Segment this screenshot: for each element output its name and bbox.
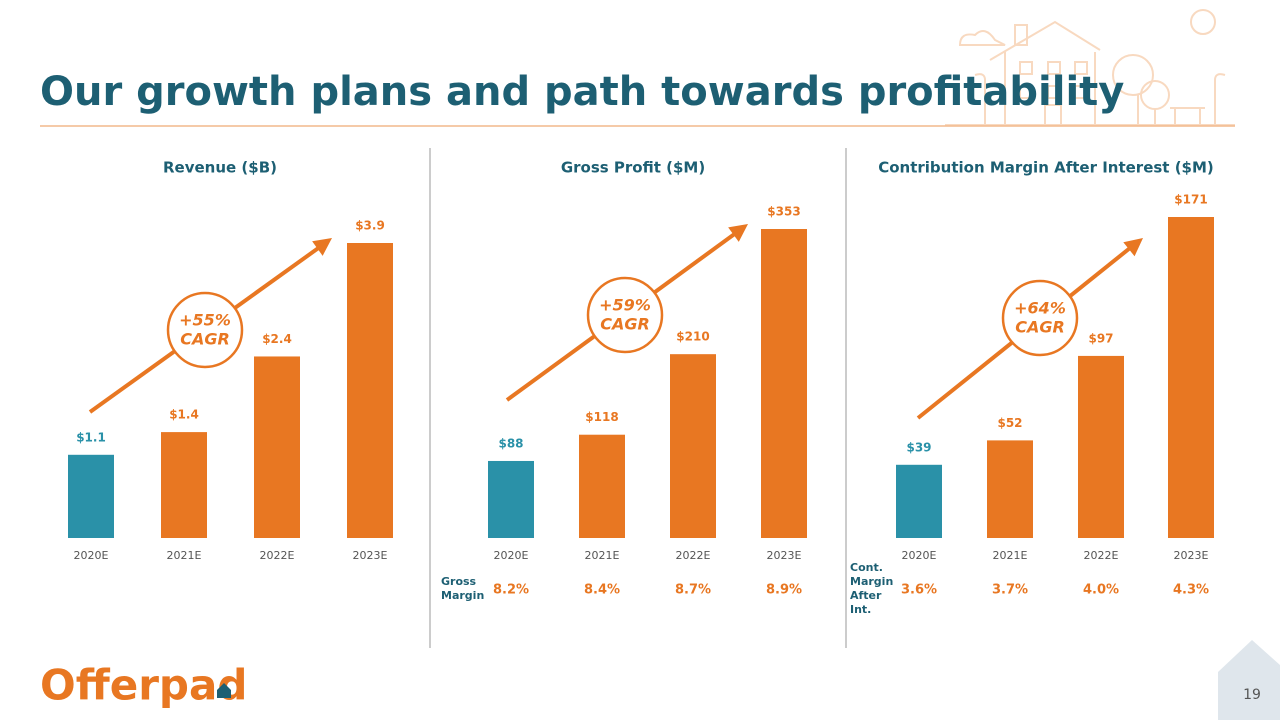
bar (488, 460, 534, 538)
value-label: $88 (498, 436, 523, 450)
value-label: $3.9 (355, 219, 385, 233)
bar (1078, 355, 1124, 538)
slide-title: Our growth plans and path towards profit… (40, 69, 1124, 115)
value-label: $97 (1088, 331, 1113, 345)
cagr-circle (1001, 279, 1079, 357)
chart-title: Revenue ($B) (163, 159, 277, 177)
cagr-circle (166, 291, 244, 369)
x-tick-label: 2021E (585, 549, 620, 562)
x-tick-label: 2023E (353, 549, 388, 562)
cagr-rate: +59% (599, 296, 651, 315)
value-label: $52 (997, 416, 1022, 430)
margin-value: 3.7% (992, 583, 1028, 598)
cagr-label: CAGR (180, 330, 230, 349)
margin-value: 3.6% (901, 583, 937, 598)
cagr-arrowhead (1123, 238, 1143, 257)
x-tick-label: 2022E (1084, 549, 1119, 562)
bar (579, 434, 625, 538)
chart-title: Contribution Margin After Interest ($M) (878, 159, 1214, 177)
logo: Offerpad (40, 661, 247, 710)
margin-value: 4.3% (1173, 583, 1209, 598)
bar (670, 354, 716, 538)
margin-value: 8.9% (766, 583, 802, 598)
x-tick-label: 2023E (1174, 549, 1209, 562)
bar (254, 356, 300, 538)
cagr-label: CAGR (600, 315, 650, 334)
bar (347, 243, 393, 538)
bar (761, 229, 807, 538)
page-number: 19 (1243, 687, 1261, 703)
value-label: $1.4 (169, 408, 199, 422)
margin-value: 4.0% (1083, 583, 1119, 598)
cagr-label: CAGR (1015, 318, 1065, 337)
value-label: $353 (767, 205, 800, 219)
margin-label: Cont. Margin After Int. (850, 561, 894, 616)
bar (896, 464, 942, 538)
cagr-arrowhead (728, 224, 748, 242)
x-tick-label: 2023E (767, 549, 802, 562)
x-tick-label: 2022E (260, 549, 295, 562)
value-label: $2.4 (262, 332, 292, 346)
value-label: $210 (676, 330, 709, 344)
chart-title: Gross Profit ($M) (561, 159, 705, 177)
cagr-arrowhead (312, 238, 332, 256)
value-label: $118 (585, 410, 618, 424)
x-tick-label: 2022E (676, 549, 711, 562)
bar (987, 440, 1033, 538)
margin-label: Gross Margin (441, 575, 485, 602)
cagr-circle (586, 276, 664, 354)
cagr-rate: +64% (1014, 299, 1066, 318)
margin-value: 8.7% (675, 583, 711, 598)
house-illustration (945, 9, 1235, 126)
value-label: $171 (1174, 193, 1207, 207)
cagr-rate: +55% (179, 311, 231, 330)
value-label: $1.1 (76, 430, 106, 444)
x-tick-label: 2021E (993, 549, 1028, 562)
logo-icon (217, 683, 231, 698)
margin-value: 8.4% (584, 583, 620, 598)
x-tick-label: 2021E (167, 549, 202, 562)
x-tick-label: 2020E (494, 549, 529, 562)
bar (161, 432, 207, 538)
bar (68, 454, 114, 538)
x-tick-label: 2020E (74, 549, 109, 562)
value-label: $39 (906, 440, 931, 454)
page-corner (1218, 640, 1280, 720)
x-tick-label: 2020E (902, 549, 937, 562)
margin-value: 8.2% (493, 583, 529, 598)
bar (1168, 217, 1214, 538)
